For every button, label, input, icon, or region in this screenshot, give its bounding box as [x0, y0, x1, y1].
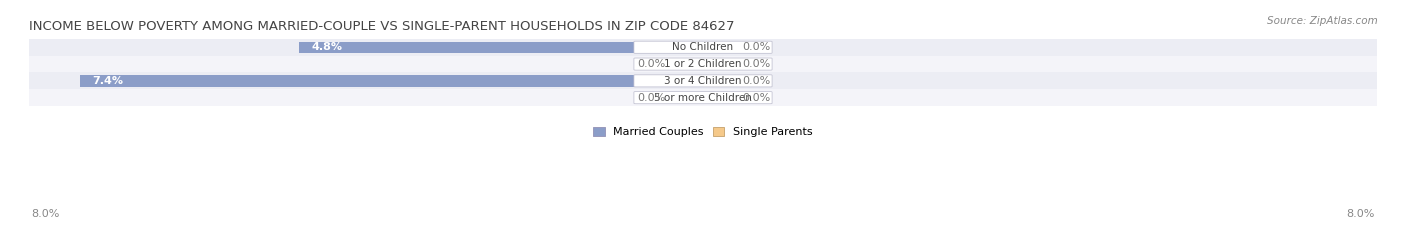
FancyBboxPatch shape [634, 58, 772, 70]
Text: 8.0%: 8.0% [1347, 209, 1375, 219]
Text: 8.0%: 8.0% [31, 209, 59, 219]
Text: No Children: No Children [672, 42, 734, 52]
Text: 0.0%: 0.0% [637, 59, 665, 69]
Bar [703, 75, 733, 87]
Text: 5 or more Children: 5 or more Children [654, 93, 752, 103]
Text: 7.4%: 7.4% [93, 76, 124, 86]
Bar [673, 58, 703, 70]
Text: 0.0%: 0.0% [637, 93, 665, 103]
Bar [80, 75, 703, 87]
Text: 0.0%: 0.0% [742, 93, 770, 103]
Bar [30, 89, 1376, 106]
Bar [298, 41, 703, 53]
Text: 0.0%: 0.0% [742, 42, 770, 52]
FancyBboxPatch shape [634, 92, 772, 104]
Bar [30, 72, 1376, 89]
Text: INCOME BELOW POVERTY AMONG MARRIED-COUPLE VS SINGLE-PARENT HOUSEHOLDS IN ZIP COD: INCOME BELOW POVERTY AMONG MARRIED-COUPL… [30, 20, 734, 33]
Text: Source: ZipAtlas.com: Source: ZipAtlas.com [1267, 16, 1378, 26]
FancyBboxPatch shape [634, 41, 772, 53]
Bar [703, 41, 733, 53]
Text: 0.0%: 0.0% [742, 76, 770, 86]
Bar [30, 56, 1376, 72]
Bar [30, 39, 1376, 56]
Text: 3 or 4 Children: 3 or 4 Children [664, 76, 742, 86]
Text: 0.0%: 0.0% [742, 59, 770, 69]
Text: 4.8%: 4.8% [311, 42, 342, 52]
Legend: Married Couples, Single Parents: Married Couples, Single Parents [593, 127, 813, 137]
FancyBboxPatch shape [634, 75, 772, 87]
Bar [703, 58, 733, 70]
Bar [703, 92, 733, 103]
Bar [673, 92, 703, 103]
Text: 1 or 2 Children: 1 or 2 Children [664, 59, 742, 69]
